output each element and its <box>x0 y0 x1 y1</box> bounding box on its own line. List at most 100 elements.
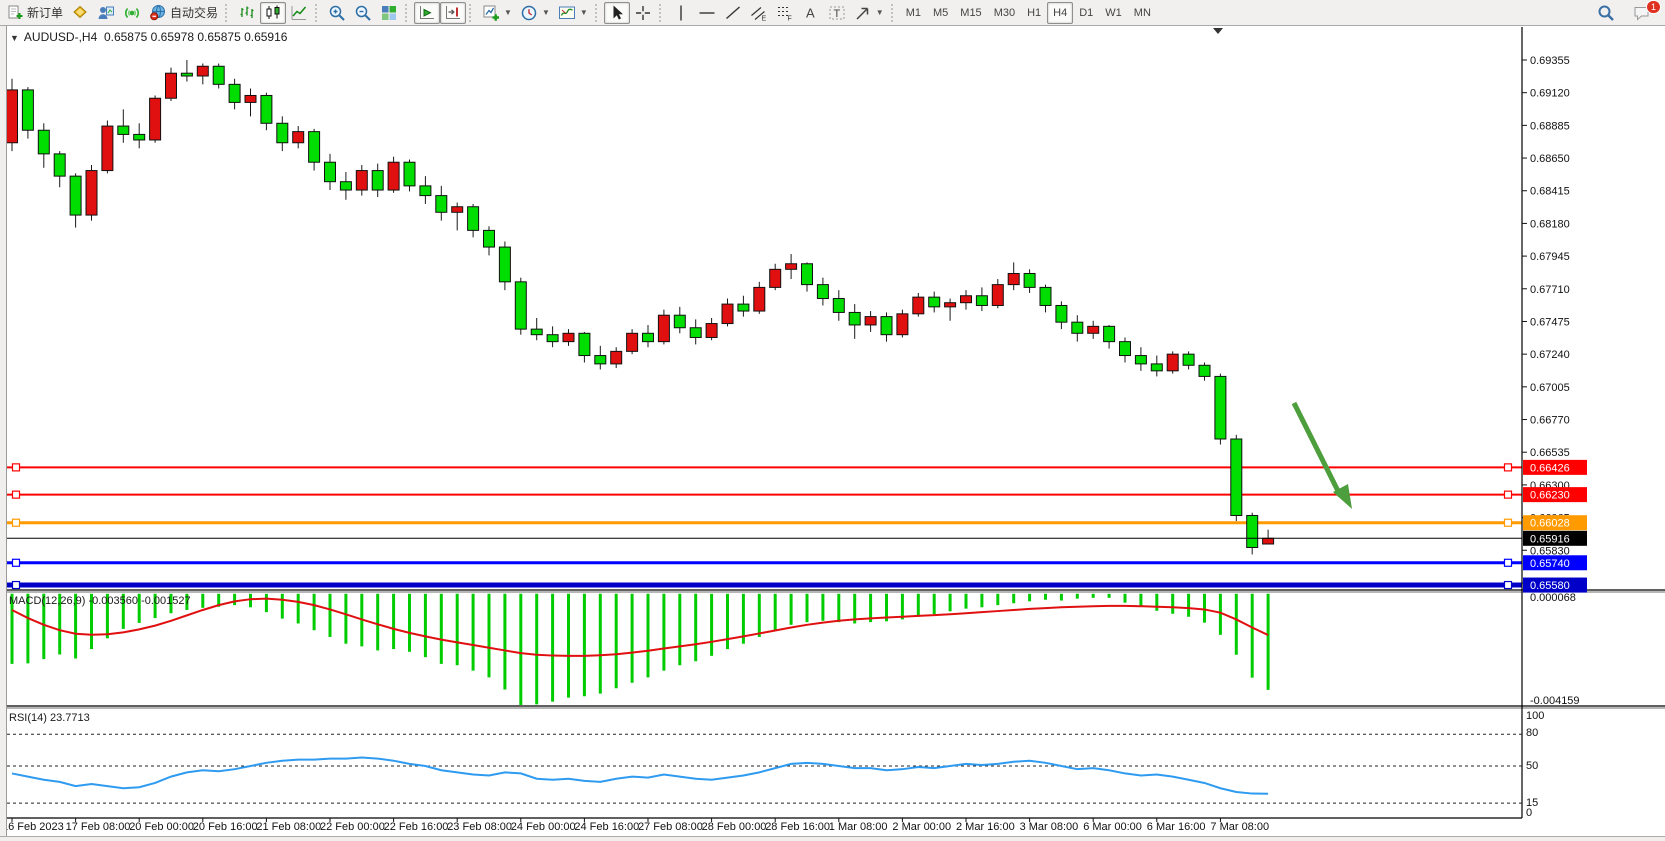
candle <box>308 131 321 163</box>
chart-shift-button[interactable] <box>440 1 467 24</box>
candle <box>1246 514 1259 548</box>
candle <box>689 327 702 338</box>
templates-button[interactable]: ▼ <box>554 2 592 24</box>
tf-d1-button[interactable]: D1 <box>1073 2 1099 24</box>
tf-mn-button[interactable]: MN <box>1128 2 1157 24</box>
candle <box>212 65 225 85</box>
arrow-object-head[interactable] <box>1333 484 1352 509</box>
price-tick-label: 0.69355 <box>1530 55 1570 67</box>
fibonacci-button[interactable]: F <box>772 2 798 24</box>
candle <box>403 161 416 187</box>
notifications-button[interactable]: 1 <box>1629 0 1661 24</box>
arrow-object-line[interactable] <box>1291 401 1343 498</box>
zoom-out-icon <box>354 4 372 22</box>
toolbar-grip <box>890 3 896 22</box>
tf-w1-button[interactable]: W1 <box>1099 2 1128 24</box>
candle <box>180 72 193 77</box>
hline-price-badge <box>1523 487 1587 503</box>
indicators-button[interactable]: ▼ <box>478 2 516 24</box>
template-icon <box>558 4 576 22</box>
trendline-button[interactable] <box>720 2 746 24</box>
hline-handle[interactable] <box>1503 558 1513 567</box>
candle <box>737 303 750 312</box>
auto-scroll-button[interactable] <box>414 1 441 24</box>
text-button[interactable]: A <box>798 2 824 24</box>
dropdown-arrow-icon: ▼ <box>504 8 512 17</box>
price-tick-label: 0.67240 <box>1530 349 1570 361</box>
tf-m15-button[interactable]: M15 <box>954 2 987 24</box>
arrows-button[interactable]: ▼ <box>850 2 888 24</box>
candle <box>498 246 511 283</box>
chart-area[interactable]: 0.69355 0.69120 0.68885 0.68650 0.68415 0.681… <box>0 26 1665 841</box>
bars-icon <box>238 4 256 22</box>
tf-m5-button[interactable]: M5 <box>927 2 954 24</box>
time-tick-label: 27 Feb 08:00 <box>638 821 703 833</box>
bar-chart-button[interactable] <box>234 2 260 24</box>
macd-indicator-label: MACD(12,26,9) -0.003560 -0.001527 <box>9 595 191 607</box>
svg-text:A: A <box>806 5 815 20</box>
deals-button[interactable] <box>67 2 93 24</box>
search-button[interactable] <box>1593 2 1619 24</box>
gold-gem-icon <box>71 4 89 22</box>
cursor-button[interactable] <box>603 1 630 24</box>
chart-canvas[interactable]: 0.69355 0.69120 0.68885 0.68650 0.68415 0.681… <box>0 26 1665 841</box>
vline-icon <box>672 4 690 22</box>
search-icon <box>1597 4 1615 22</box>
ohlc-values: 0.65875 0.65978 0.65875 0.65916 <box>103 30 288 44</box>
hline-handle[interactable] <box>11 580 21 590</box>
hline-handle[interactable] <box>11 518 21 527</box>
time-tick-label: 24 Feb 16:00 <box>574 821 639 833</box>
candle <box>801 263 813 286</box>
status-strip <box>0 836 1665 841</box>
vertical-line-button[interactable] <box>668 2 694 24</box>
tile-windows-button[interactable] <box>376 2 402 24</box>
candle <box>387 161 400 191</box>
channel-icon: E <box>750 4 768 22</box>
crosshair-button[interactable] <box>630 2 656 24</box>
time-tick-label: 2 Mar 00:00 <box>892 821 951 833</box>
tf-h4-button[interactable]: H4 <box>1047 1 1074 24</box>
hline-handle[interactable] <box>11 463 21 472</box>
hline-icon <box>698 4 716 22</box>
hline-handle[interactable] <box>1503 463 1513 472</box>
zoom-out-button[interactable] <box>350 2 376 24</box>
rsi-axis-label: 0 <box>1526 807 1532 819</box>
auto-trading-button[interactable]: 自动交易 <box>145 2 222 24</box>
periods-button[interactable]: ▼ <box>516 2 554 24</box>
tf-h1-button[interactable]: H1 <box>1021 2 1047 24</box>
chart-shift-marker-icon[interactable] <box>1213 28 1223 34</box>
candle <box>705 323 718 338</box>
time-tick-label: 22 Feb 00:00 <box>320 821 385 833</box>
new-order-button[interactable]: 新订单 <box>2 2 67 24</box>
candlestick-chart-button[interactable] <box>260 1 287 24</box>
toolbar-group-draw-tools: E F A T ▼ <box>668 1 888 25</box>
symbol-dropdown-icon[interactable]: ▼ <box>10 33 19 43</box>
price-tick-label: 0.69120 <box>1530 88 1570 100</box>
candle <box>610 350 623 365</box>
hline-handle[interactable] <box>11 558 21 567</box>
zoom-in-button[interactable] <box>324 2 350 24</box>
toolbar-right: 1 <box>1593 0 1665 24</box>
hline-handle[interactable] <box>11 490 21 499</box>
text-label-button[interactable]: T <box>824 2 850 24</box>
toolbar-group-timeframes: M1 M5 M15 M30 H1 H4 D1 W1 MN <box>900 1 1157 25</box>
channel-button[interactable]: E <box>746 2 772 24</box>
signals-button[interactable] <box>119 2 145 24</box>
toolbar-group-cursor-tools <box>603 1 656 25</box>
market-watch-button[interactable] <box>93 2 119 24</box>
tf-m1-button[interactable]: M1 <box>900 2 927 24</box>
price-tick-label: 0.68415 <box>1530 186 1570 198</box>
candle <box>6 89 18 144</box>
candle <box>451 206 464 213</box>
horizontal-line-button[interactable] <box>694 2 720 24</box>
candle <box>626 332 639 352</box>
hline-handle[interactable] <box>1503 580 1513 590</box>
line-chart-button[interactable] <box>286 2 312 24</box>
toolbar-grip <box>594 3 600 22</box>
hline-handle[interactable] <box>1503 518 1513 527</box>
tf-m30-button[interactable]: M30 <box>988 2 1021 24</box>
clock-icon <box>520 4 538 22</box>
signal-icon <box>123 4 141 22</box>
hline-handle[interactable] <box>1503 490 1513 499</box>
notification-badge: 1 <box>1645 0 1661 14</box>
